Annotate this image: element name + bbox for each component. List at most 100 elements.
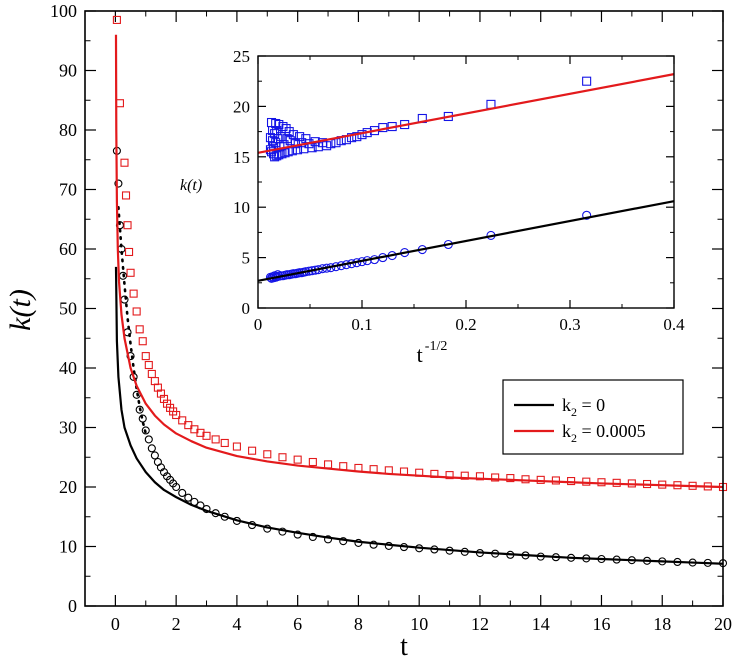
legend: k2 = 0 k2 = 0.0005 bbox=[502, 379, 684, 455]
main-series-1-point bbox=[126, 268, 135, 277]
main-xtick-label: 10 bbox=[410, 614, 428, 634]
inset-series-0-point bbox=[274, 119, 284, 130]
main-xtick-label: 20 bbox=[714, 614, 732, 634]
legend-k2-zero-base: k bbox=[562, 395, 571, 415]
inset-xtick-label: 0.1 bbox=[351, 315, 372, 334]
legend-k2-nonzero-rest: = 0.0005 bbox=[577, 421, 646, 441]
inset-series-0-point bbox=[282, 134, 292, 144]
main-series-1-point bbox=[184, 421, 193, 430]
main-series-0-point bbox=[293, 530, 302, 539]
inset-xtick-label: 0.2 bbox=[455, 315, 476, 334]
main-ytick-label: 100 bbox=[50, 1, 77, 21]
inset-xtick-label: 0.4 bbox=[663, 315, 685, 334]
main-series-4-line bbox=[114, 34, 724, 489]
inset-x-label-exponent: -1/2 bbox=[425, 339, 448, 354]
main-series-1-point bbox=[278, 453, 287, 462]
inset-x-axis-label: t -1/2 bbox=[417, 339, 448, 367]
legend-label-k2-zero: k2 = 0 bbox=[562, 395, 605, 419]
main-series-0-point bbox=[323, 535, 333, 544]
main-series-0-point bbox=[114, 179, 123, 188]
main-series-1-point bbox=[220, 438, 229, 448]
main-series-0-point bbox=[172, 482, 181, 492]
main-xtick-label: 12 bbox=[471, 614, 489, 634]
inset-series-0-point bbox=[313, 142, 323, 152]
main-series-1-point bbox=[211, 435, 220, 444]
inset-series-2-line bbox=[257, 73, 675, 154]
main-series-1-point bbox=[135, 325, 144, 334]
inset-series-0-point bbox=[268, 136, 278, 146]
main-x-axis-label: t bbox=[400, 631, 408, 662]
main-xtick-label: 4 bbox=[232, 614, 241, 634]
main-ytick-label: 50 bbox=[59, 299, 77, 319]
main-ytick-label: 80 bbox=[59, 120, 77, 140]
inset-ytick-label: 10 bbox=[233, 198, 250, 217]
legend-k2-nonzero-sub: 2 bbox=[571, 431, 577, 445]
main-frame bbox=[84, 10, 724, 607]
main-series-1-point bbox=[308, 457, 317, 467]
inset-series-0-point bbox=[352, 132, 362, 142]
inset-x-label-base: t bbox=[417, 342, 423, 367]
legend-box bbox=[502, 379, 684, 455]
main-series-1-point bbox=[138, 337, 147, 346]
main-series-1-point bbox=[293, 455, 302, 464]
main-series-0-point bbox=[141, 426, 150, 435]
main-series-1-point bbox=[475, 472, 485, 481]
inset-xtick-label: 0.3 bbox=[559, 315, 580, 334]
main-series-1-point bbox=[125, 247, 134, 257]
main-ytick-label: 40 bbox=[59, 358, 77, 378]
main-series-1-point bbox=[129, 289, 138, 298]
main-ytick-label: 60 bbox=[59, 239, 77, 259]
inset-xtick-label: 0 bbox=[254, 315, 263, 334]
inset-series-0-point bbox=[347, 133, 357, 143]
main-series-1-point bbox=[202, 431, 211, 440]
inset-series-0-point bbox=[582, 76, 592, 86]
inset-series-0-point bbox=[290, 139, 300, 149]
main-series-1-point bbox=[123, 221, 132, 230]
inset-tick-labels: 0 0.1 0.2 0.3 0.4 0 5 10 15 20 25 bbox=[233, 47, 685, 334]
main-plot: 0 2 4 6 8 10 12 14 16 18 200102030405060708090100 … bbox=[4, 1, 732, 662]
main-y-axis-label: k(t) bbox=[4, 289, 37, 331]
main-xtick-label: 2 bbox=[172, 614, 181, 634]
inset-series-0-point bbox=[266, 117, 277, 128]
main-xtick-label: 14 bbox=[532, 614, 550, 634]
main-series-1-point bbox=[144, 360, 153, 370]
main-xtick-label: 18 bbox=[653, 614, 671, 634]
inset-series bbox=[257, 73, 675, 283]
inset-series-0-point bbox=[265, 133, 276, 143]
inset-background bbox=[258, 56, 674, 308]
main-series-1-point bbox=[263, 450, 272, 459]
inset-series-0-point bbox=[284, 127, 294, 137]
main-series-0-point bbox=[178, 488, 187, 498]
main-series-1-point bbox=[132, 307, 141, 316]
main-series-0-point bbox=[369, 540, 378, 549]
main-ytick-label: 0 bbox=[68, 596, 77, 616]
main-series-2-line bbox=[117, 206, 148, 435]
main-series-1-point bbox=[248, 446, 257, 455]
main-series-1-point bbox=[178, 416, 187, 425]
main-ytick-label: 30 bbox=[59, 418, 77, 438]
legend-k2-nonzero-base: k bbox=[562, 421, 571, 441]
main-xtick-label: 8 bbox=[354, 614, 363, 634]
main-series-1-point bbox=[172, 410, 181, 420]
legend-k2-zero-sub: 2 bbox=[571, 405, 577, 419]
inset-ytick-label: 5 bbox=[242, 249, 251, 268]
inset-ytick-label: 25 bbox=[233, 47, 250, 66]
main-series-1-point bbox=[120, 158, 129, 167]
inset-series-3-line bbox=[257, 200, 675, 282]
main-series-0-point bbox=[147, 444, 156, 453]
main-series-0-point bbox=[184, 493, 193, 502]
inset-series-1-point bbox=[582, 210, 592, 220]
main-series-0-point bbox=[308, 532, 317, 542]
main-series-1-point bbox=[232, 442, 241, 451]
main-series-1-point bbox=[121, 191, 131, 200]
main-xtick-label: 6 bbox=[293, 614, 302, 634]
main-series-0-point bbox=[135, 405, 144, 414]
main-series-1-point bbox=[491, 473, 500, 482]
legend-k2-zero-rest: = 0 bbox=[577, 395, 605, 415]
main-xtick-label: 16 bbox=[592, 614, 610, 634]
main-series-3-line bbox=[114, 266, 724, 565]
main-series-1-point bbox=[445, 471, 454, 480]
main-series-0-point bbox=[150, 451, 159, 460]
